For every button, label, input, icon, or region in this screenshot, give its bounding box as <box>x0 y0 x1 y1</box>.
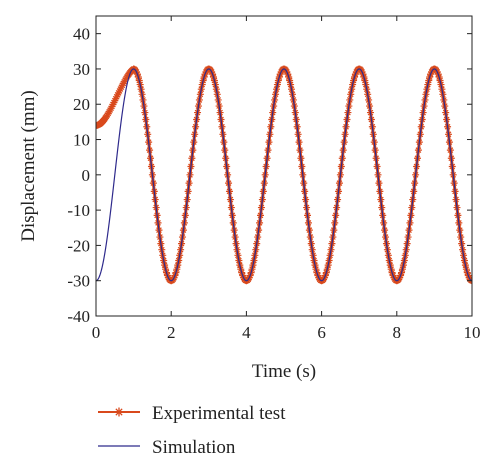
plot-frame <box>95 15 473 317</box>
y-tick-label: -30 <box>67 272 90 291</box>
legend-label: Simulation <box>152 437 236 458</box>
y-tick-label: -10 <box>67 201 90 220</box>
legend: Experimental test Simulation <box>98 403 286 458</box>
series-line-simulation <box>96 68 472 282</box>
y-tick-label: 0 <box>82 166 91 185</box>
x-axis-title: Time (s) <box>252 361 316 382</box>
x-tick-label: 4 <box>242 323 251 342</box>
x-tick-label: 8 <box>393 323 402 342</box>
y-axis-title: Displacement (mm) <box>18 90 39 241</box>
x-tick-label: 10 <box>464 323 481 342</box>
y-tick-label: -20 <box>67 236 90 255</box>
y-tick-label: -40 <box>67 307 90 326</box>
legend-label: Experimental test <box>152 403 286 424</box>
y-tick-label: 40 <box>73 25 90 44</box>
legend-entry: Experimental test <box>98 403 286 424</box>
x-tick-label: 6 <box>317 323 326 342</box>
y-tick-label: 10 <box>73 131 90 150</box>
x-tick-label: 0 <box>92 323 101 342</box>
ticks-layer: 0 2 4 6 8 10 -40 -30 -20 -10 0 10 20 30 40 <box>67 16 481 342</box>
y-tick-label: 20 <box>73 95 90 114</box>
legend-entry: Simulation <box>98 437 236 458</box>
y-tick-label: 30 <box>73 60 90 79</box>
legend-marker <box>114 407 124 417</box>
series-layer <box>96 65 472 285</box>
x-tick-label: 2 <box>167 323 176 342</box>
